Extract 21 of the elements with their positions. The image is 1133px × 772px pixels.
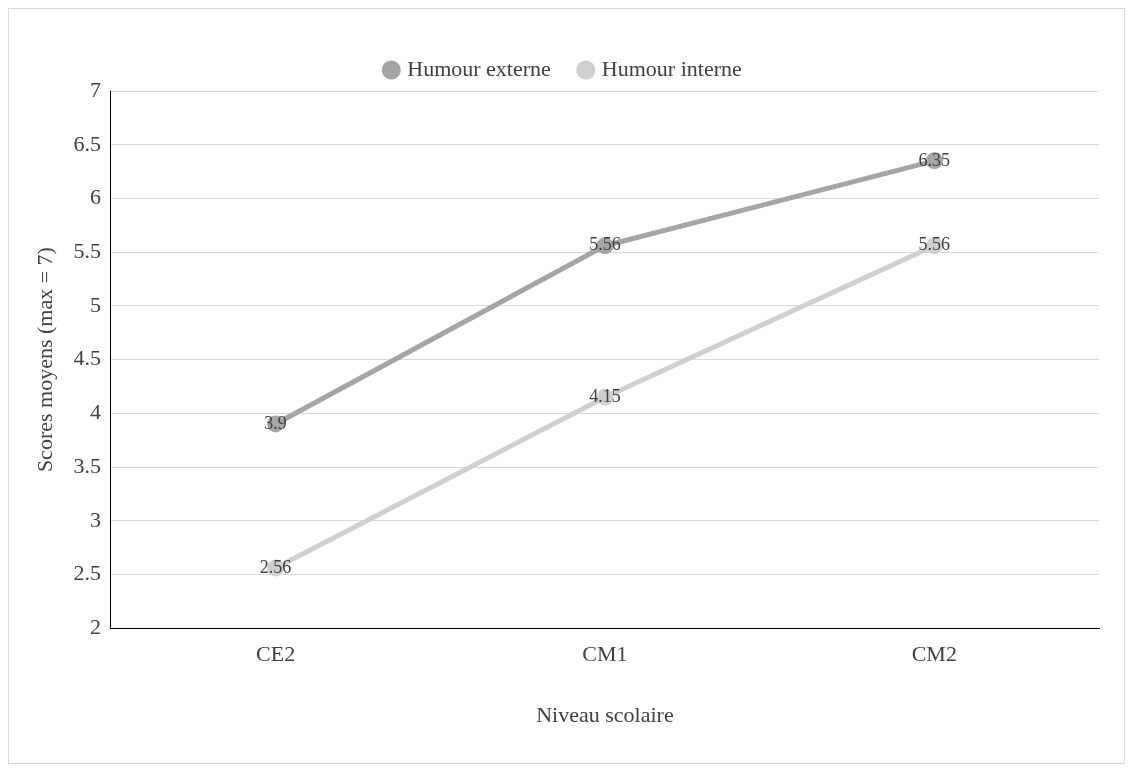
data-label: 5.56 [918, 234, 951, 255]
x-tick-label: CM2 [911, 641, 957, 667]
legend-label: Humour externe [407, 55, 551, 81]
x-tick-label: CE2 [256, 641, 296, 667]
x-axis-title: Niveau scolaire [536, 701, 674, 727]
y-tick-label: 7 [89, 76, 101, 102]
x-tick-label: CM1 [582, 641, 628, 667]
data-label: 2.56 [259, 556, 292, 577]
legend-label: Humour interne [601, 55, 742, 81]
y-axis-title: Scores moyens (max = 7) [31, 247, 57, 473]
y-tick-label: 3 [89, 506, 101, 532]
data-label: 4.15 [589, 385, 621, 406]
y-tick-label: 2.5 [73, 560, 101, 586]
y-tick-label: 5 [89, 291, 101, 317]
y-tick-label: 4 [89, 399, 101, 425]
y-tick-label: 2 [89, 613, 101, 639]
y-tick-label: 4.5 [73, 345, 101, 371]
y-tick-label: 5.5 [73, 237, 101, 263]
y-tick-label: 3.5 [73, 452, 101, 478]
y-tick-label: 6.5 [73, 130, 101, 156]
y-tick-label: 6 [89, 184, 101, 210]
